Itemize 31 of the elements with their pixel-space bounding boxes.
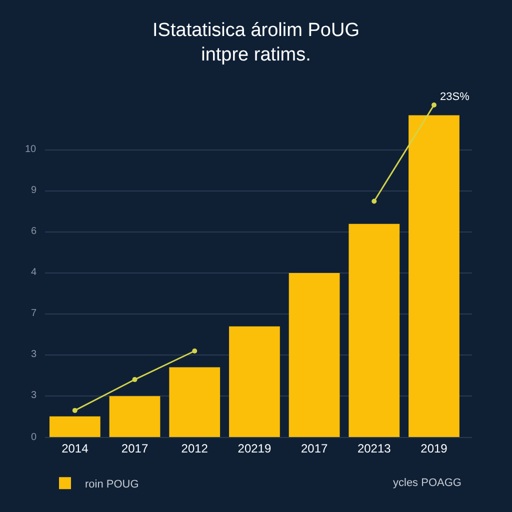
point: [192, 348, 198, 354]
bar: [288, 272, 340, 437]
x-tick-label: 2019: [420, 441, 448, 456]
x-tick-label: 2014: [62, 441, 89, 456]
chart-title: IStatatisica árolim PoUG intpre ratims.: [152, 20, 360, 66]
text: 10: [25, 144, 37, 155]
annotation: 23S%: [440, 91, 470, 103]
bar: [408, 115, 460, 437]
text: 7: [31, 308, 37, 319]
text: 0: [31, 432, 37, 443]
bar: [348, 224, 400, 437]
x-tick-label: 2012: [181, 441, 208, 456]
x-tick-label: 2017: [300, 441, 328, 456]
legend-label: roin POUG: [85, 478, 139, 490]
text: 4: [31, 267, 37, 278]
bar: [169, 367, 220, 437]
x-tick-label: 2017: [121, 441, 148, 456]
x-tick-label: 20213: [357, 441, 392, 456]
point: [432, 102, 436, 108]
text: 9: [31, 185, 37, 196]
point: [72, 408, 78, 413]
point: [372, 198, 377, 204]
x-tick-label: 20219: [238, 441, 272, 456]
bar: [229, 326, 280, 437]
point: [132, 377, 138, 382]
text: ycles POAGG: [393, 477, 462, 489]
bar: [49, 416, 100, 437]
text: 3: [31, 349, 37, 360]
text: 3: [31, 390, 37, 401]
text: 6: [31, 226, 37, 237]
bar: [109, 396, 160, 437]
